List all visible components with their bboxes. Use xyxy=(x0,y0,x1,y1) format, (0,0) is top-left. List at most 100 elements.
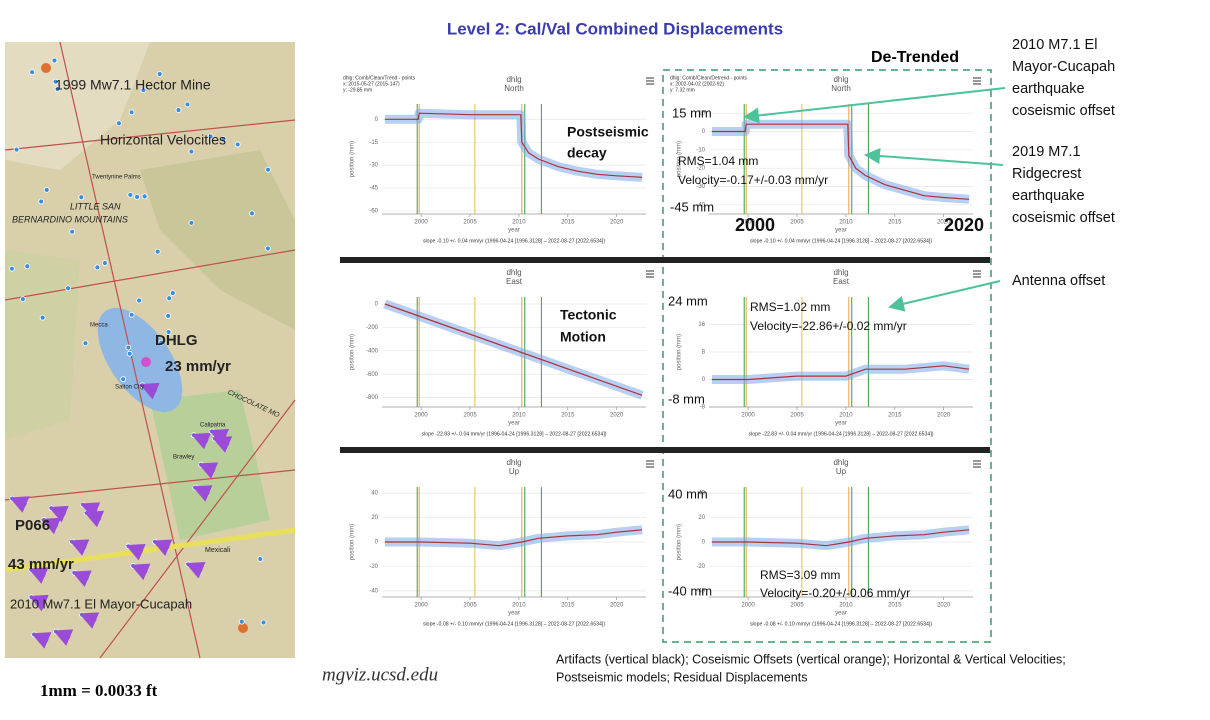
y-tick-label: 20 xyxy=(698,515,705,521)
x-tick-label: 2010 xyxy=(512,603,526,609)
station-dot xyxy=(102,260,108,266)
y-tick-label: -60 xyxy=(369,209,378,215)
velocity-arrow xyxy=(192,485,213,502)
x-axis-label: year xyxy=(508,421,520,427)
station-dot xyxy=(166,295,173,302)
chart-subtitle: East xyxy=(506,277,523,286)
station-dot xyxy=(165,329,172,335)
y-tick-label: 40 xyxy=(371,491,378,497)
velocity-arrow xyxy=(80,502,101,519)
station-dot xyxy=(29,69,35,76)
x-tick-label: 2010 xyxy=(839,413,853,419)
station-dot xyxy=(136,297,142,304)
velocity-arrow xyxy=(28,594,49,612)
x-axis-label: year xyxy=(508,228,520,234)
callout-text: 2010 M7.1 El xyxy=(1012,37,1097,53)
x-axis-label: year xyxy=(508,611,520,617)
callout-text: 2019 M7.1 xyxy=(1012,144,1081,160)
y-axis-label: position (mm) xyxy=(350,334,356,370)
fault-lines xyxy=(4,41,296,659)
y-tick-label: 0 xyxy=(702,377,706,383)
map-label: 43 mm/yr xyxy=(8,556,74,573)
station-dot xyxy=(158,339,165,346)
map-terrain xyxy=(5,250,80,440)
station-dot xyxy=(39,314,46,321)
station-dot xyxy=(43,186,50,193)
callout-text: earthquake xyxy=(1012,81,1085,97)
chart-header: x: 2002-04-02 (2002-92) xyxy=(670,81,724,87)
x-axis-label: year xyxy=(835,228,847,234)
station-dot xyxy=(127,192,134,198)
x-tick-label: 2000 xyxy=(741,603,755,609)
velocity-arrow xyxy=(139,382,160,400)
station-dot xyxy=(38,198,45,205)
x-tick-label: 2000 xyxy=(414,603,428,609)
chart-annotation: Motion xyxy=(560,329,606,345)
velocity-arrow xyxy=(69,539,90,556)
x-tick-label: 2010 xyxy=(839,603,853,609)
velocity-arrow xyxy=(198,462,219,479)
x-tick-label: 2015 xyxy=(888,603,902,609)
y-tick-label: 20 xyxy=(371,515,378,521)
station-dot xyxy=(52,78,59,85)
station-dot xyxy=(82,340,89,347)
chart-annotation: 15 mm xyxy=(672,105,712,120)
station-dot xyxy=(69,228,76,235)
station-dot xyxy=(8,265,15,272)
chart-title: dhlg xyxy=(506,75,521,84)
x-tick-label: 2015 xyxy=(561,603,575,609)
station-dot xyxy=(24,263,31,270)
velocity-arrow xyxy=(125,543,146,561)
y-tick-label: 40 xyxy=(698,491,705,497)
y-tick-label: -30 xyxy=(369,163,378,169)
panel-background xyxy=(667,72,987,254)
y-tick-label: -40 xyxy=(696,588,705,594)
x-tick-label: 2005 xyxy=(790,413,804,419)
chart-subtitle: Up xyxy=(836,467,847,476)
station-dot xyxy=(128,311,135,318)
station-dot xyxy=(249,210,255,217)
station-dot xyxy=(257,556,264,562)
map-label: BERNARDINO MOUNTAINS xyxy=(12,214,128,224)
map-label: Twentynine Palms xyxy=(92,175,141,181)
chart-annotation: Velocity=-22.86+/-0.02 mm/yr xyxy=(750,319,907,333)
map-label: Mexicali xyxy=(205,547,231,554)
separator xyxy=(340,447,990,453)
chart-annotation: -40 mm xyxy=(668,583,712,598)
velocity-arrow xyxy=(130,563,151,581)
x-tick-label: 2020 xyxy=(610,413,624,419)
y-axis-label: position (mm) xyxy=(677,524,683,560)
x-tick-label: 2015 xyxy=(888,220,902,226)
station-dot xyxy=(260,619,267,626)
station-dot xyxy=(126,350,133,357)
y-axis-label: position (mm) xyxy=(677,334,683,370)
x-tick-label: 2020 xyxy=(937,220,951,226)
map-label: 23 mm/yr xyxy=(165,358,231,375)
y-tick-label: 8 xyxy=(702,350,706,356)
model-line xyxy=(384,303,643,396)
chart-annotation: 24 mm xyxy=(668,293,708,308)
velocity-vectors xyxy=(8,57,271,649)
callout-text: Ridgecrest xyxy=(1012,166,1081,182)
chart-subtitle: Up xyxy=(509,467,520,476)
footnote: slope -0.08 +/- 0.10 mm/yr (1996-04-24 [… xyxy=(750,621,932,627)
velocity-arrow xyxy=(9,496,30,513)
station-dot xyxy=(234,141,241,148)
x-axis-label: year xyxy=(835,421,847,427)
chart-annotation: 40 mm xyxy=(668,486,708,501)
chart-header: y: 7.32 mm xyxy=(670,87,695,93)
velocity-arrow xyxy=(191,432,212,450)
station-dot xyxy=(169,290,176,296)
station-dot xyxy=(125,344,132,351)
x-tick-label: 2000 xyxy=(414,413,428,419)
y-tick-label: 10 xyxy=(698,111,705,117)
callout-text: Mayor-Cucapah xyxy=(1012,59,1115,75)
y-tick-label: 0 xyxy=(375,540,379,546)
model-line xyxy=(711,365,970,381)
station-dot xyxy=(128,109,135,116)
x-tick-label: 2010 xyxy=(839,220,853,226)
model-line xyxy=(711,123,970,200)
